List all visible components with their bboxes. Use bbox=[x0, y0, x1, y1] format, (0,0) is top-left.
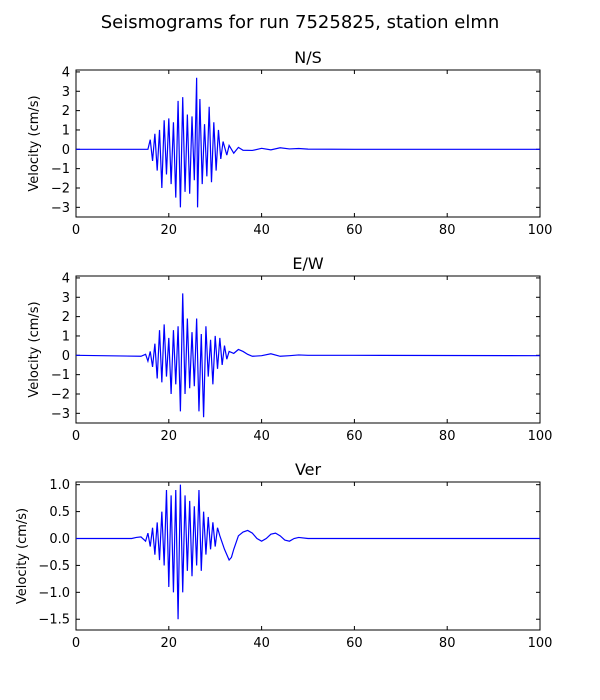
y-tick-label: 4 bbox=[62, 65, 70, 80]
y-tick-label: −0.5 bbox=[38, 559, 70, 574]
panel-title: E/W bbox=[292, 254, 324, 273]
series-line-1 bbox=[76, 77, 540, 208]
x-tick-label: 100 bbox=[528, 429, 553, 444]
x-tick-label: 40 bbox=[253, 636, 270, 651]
y-tick-label: −3 bbox=[51, 407, 70, 422]
x-tick-label: 20 bbox=[161, 636, 178, 651]
y-axis-label: Velocity (cm/s) bbox=[27, 301, 42, 397]
series-line-1 bbox=[76, 293, 540, 418]
panel-1: N/S 0 20 40 60 80 100 −3 −2 −1 0 1 2 3 4 Velocity (cm/s… bbox=[27, 48, 552, 238]
y-tick-label: −3 bbox=[51, 201, 70, 216]
y-tick-label: 1 bbox=[62, 329, 70, 344]
axes-frame bbox=[75, 275, 541, 424]
y-tick-label: −1.0 bbox=[38, 586, 70, 601]
panel-3: Ver 0 20 40 60 80 100 −1.5 −1.0 −0.5 0.0 0.5 1.0 Velo… bbox=[15, 460, 552, 651]
panel-2: E/W 0 20 40 60 80 100 −3 −2 −1 0 1 2 3 4 Velocity (cm/s… bbox=[27, 254, 552, 444]
figure-title: Seismograms for run 7525825, station elm… bbox=[101, 12, 500, 33]
x-tick-label: 80 bbox=[439, 223, 456, 238]
series-line-1 bbox=[76, 484, 540, 620]
y-tick-label: −1 bbox=[51, 162, 70, 177]
panel-title: Ver bbox=[295, 460, 322, 479]
y-tick-label: 1 bbox=[62, 123, 70, 138]
x-tick-label: 0 bbox=[72, 636, 80, 651]
y-tick-label: −1.5 bbox=[38, 613, 70, 628]
y-tick-label: 3 bbox=[62, 291, 70, 306]
x-tick-label: 20 bbox=[161, 223, 178, 238]
x-tick-label: 100 bbox=[528, 223, 553, 238]
x-tick-label: 20 bbox=[161, 429, 178, 444]
x-tick-label: 60 bbox=[346, 223, 363, 238]
y-tick-label: −2 bbox=[51, 387, 70, 402]
x-tick-label: 40 bbox=[253, 223, 270, 238]
y-axis-label: Velocity (cm/s) bbox=[15, 508, 30, 604]
y-tick-label: −1 bbox=[51, 368, 70, 383]
y-axis-label: Velocity (cm/s) bbox=[27, 95, 42, 191]
x-tick-label: 40 bbox=[253, 429, 270, 444]
x-tick-label: 0 bbox=[72, 429, 80, 444]
panel-title: N/S bbox=[294, 48, 322, 67]
y-tick-label: 2 bbox=[62, 310, 70, 325]
y-tick-label: 0.0 bbox=[49, 532, 70, 547]
axes-frame bbox=[75, 481, 541, 631]
x-tick-label: 80 bbox=[439, 429, 456, 444]
x-tick-label: 60 bbox=[346, 429, 363, 444]
x-tick-label: 80 bbox=[439, 636, 456, 651]
y-tick-label: 1.0 bbox=[49, 478, 70, 493]
y-tick-label: 0.5 bbox=[49, 505, 70, 520]
x-tick-label: 100 bbox=[528, 636, 553, 651]
y-tick-label: 0 bbox=[62, 143, 70, 158]
x-tick-label: 0 bbox=[72, 223, 80, 238]
y-tick-label: 2 bbox=[62, 104, 70, 119]
axes-frame bbox=[75, 69, 541, 218]
y-tick-label: 3 bbox=[62, 85, 70, 100]
y-tick-label: 0 bbox=[62, 349, 70, 364]
y-tick-label: −2 bbox=[51, 181, 70, 196]
x-tick-label: 60 bbox=[346, 636, 363, 651]
y-tick-label: 4 bbox=[62, 271, 70, 286]
